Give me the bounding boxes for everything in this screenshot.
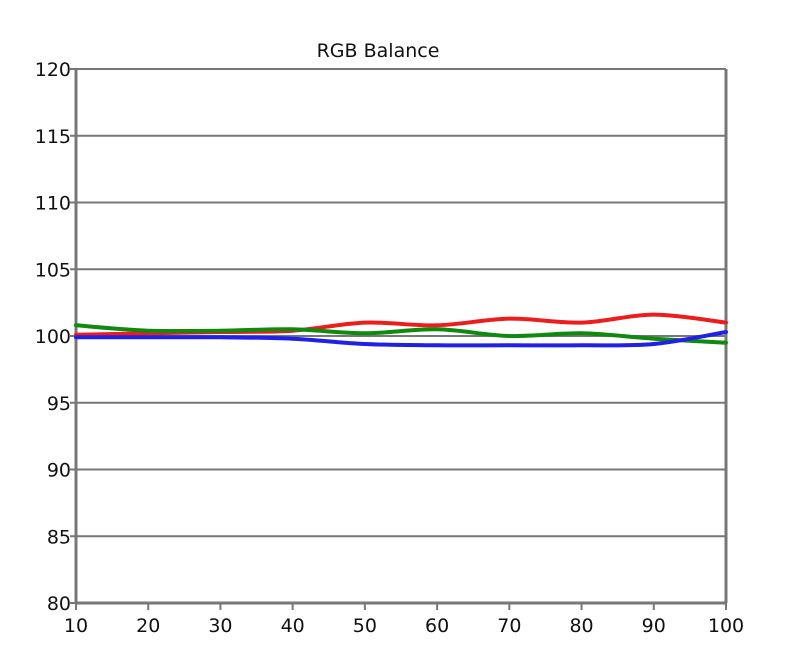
grid-layer [76, 68, 726, 538]
x-tick-label-60: 60 [425, 615, 449, 637]
axis-layer [70, 68, 728, 610]
x-tick-label-50: 50 [353, 615, 377, 637]
y-tick-label-85: 85 [47, 526, 71, 548]
x-tick-label-70: 70 [497, 615, 521, 637]
y-tick-label-100: 100 [35, 326, 71, 348]
y-tick-label-80: 80 [47, 593, 71, 615]
series-line-2 [74, 323, 728, 345]
y-tick-label-90: 90 [47, 460, 71, 482]
x-tick-label-10: 10 [64, 615, 88, 637]
y-tick-label-120: 120 [35, 59, 71, 81]
x-tick-label-80: 80 [569, 615, 593, 637]
chart-title: RGB Balance [317, 40, 440, 62]
x-tick-label-40: 40 [281, 615, 305, 637]
tick-label-layer: 80 85 90 95 100 105 110 115 120 10 20 30 40 50 60 70 80 9… [35, 59, 744, 637]
x-tick-label-100: 100 [708, 615, 744, 637]
series-line-3 [74, 330, 728, 348]
y-tick-label-115: 115 [35, 126, 71, 148]
y-tick-label-95: 95 [47, 393, 71, 415]
series-layer [74, 312, 728, 348]
x-tick-label-20: 20 [136, 615, 160, 637]
x-tick-label-30: 30 [208, 615, 232, 637]
x-tick-label-90: 90 [642, 615, 666, 637]
y-tick-label-110: 110 [35, 193, 71, 215]
y-tick-label-105: 105 [35, 259, 71, 281]
